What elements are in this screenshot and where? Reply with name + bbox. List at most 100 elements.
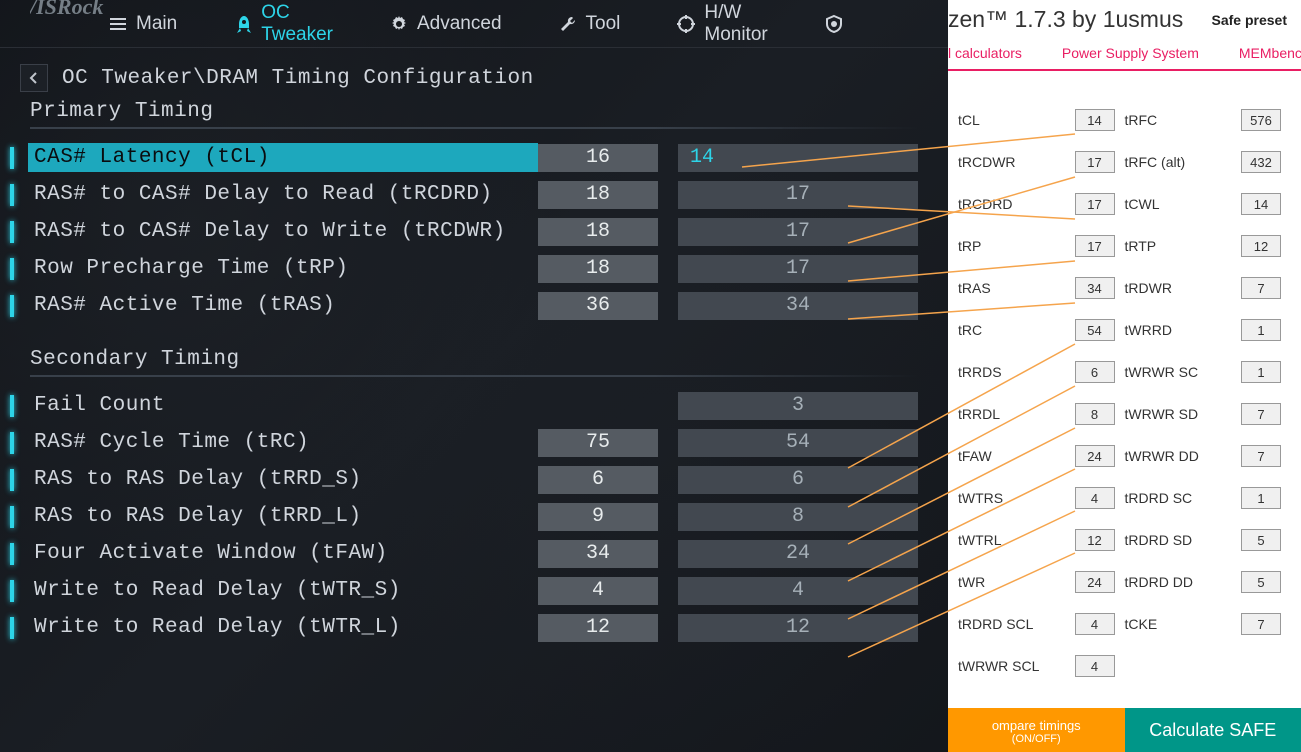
calc-row: tWRWR SCL 4	[958, 645, 1291, 687]
row-marker	[10, 395, 14, 417]
calc-param-value[interactable]: 7	[1241, 445, 1281, 467]
timing-new-value[interactable]: 34	[678, 292, 918, 320]
back-button[interactable]	[20, 64, 48, 92]
calc-cell: tRDRD SCL 4	[958, 613, 1125, 635]
calc-param-label: tWTRS	[958, 490, 1003, 506]
timing-label: Row Precharge Time (tRP)	[28, 254, 538, 283]
calc-param-value[interactable]: 7	[1241, 613, 1281, 635]
timing-new-value[interactable]: 4	[678, 577, 918, 605]
timing-new-value[interactable]: 12	[678, 614, 918, 642]
timing-old-value: 6	[538, 466, 658, 494]
calc-row: tRRDS 6 tWRWR SC 1	[958, 351, 1291, 393]
calc-param-value[interactable]: 24	[1075, 571, 1115, 593]
calc-row: tRDRD SCL 4 tCKE 7	[958, 603, 1291, 645]
calc-param-value[interactable]: 12	[1075, 529, 1115, 551]
button-sublabel: (ON/OFF)	[1012, 733, 1061, 746]
calc-param-value[interactable]: 17	[1075, 193, 1115, 215]
timing-new-value[interactable]: 6	[678, 466, 918, 494]
calc-param-value[interactable]: 4	[1075, 487, 1115, 509]
calc-param-value[interactable]: 34	[1075, 277, 1115, 299]
calc-param-label: tWRWR SD	[1125, 406, 1199, 422]
timing-row[interactable]: Four Activate Window (tFAW) 34 24	[0, 535, 948, 572]
timing-old-value: 12	[538, 614, 658, 642]
timing-row[interactable]: RAS# Active Time (tRAS) 36 34	[0, 287, 948, 324]
timing-row[interactable]: Write to Read Delay (tWTR_L) 12 12	[0, 609, 948, 646]
calc-param-value[interactable]: 54	[1075, 319, 1115, 341]
timing-row[interactable]: RAS# Cycle Time (tRC) 75 54	[0, 424, 948, 461]
row-marker	[10, 258, 14, 280]
timing-row[interactable]: RAS# to CAS# Delay to Read (tRCDRD) 18 1…	[0, 176, 948, 213]
calc-param-value[interactable]: 432	[1241, 151, 1281, 173]
row-marker	[10, 221, 14, 243]
calc-param-value[interactable]: 14	[1075, 109, 1115, 131]
calc-tab[interactable]: l calculators	[948, 45, 1022, 61]
calc-tab[interactable]: MEMbench	[1239, 45, 1301, 61]
timing-old-value: 18	[538, 181, 658, 209]
calc-param-value[interactable]: 7	[1241, 277, 1281, 299]
calc-param-value[interactable]: 1	[1241, 487, 1281, 509]
timing-new-value[interactable]: 17	[678, 181, 918, 209]
calc-param-label: tWRWR SC	[1125, 364, 1199, 380]
tab-advanced[interactable]: Advanced	[361, 0, 530, 48]
calc-tab[interactable]: Power Supply System	[1062, 45, 1199, 61]
calc-cell: tRDRD SD 5	[1125, 529, 1292, 551]
calc-cell: tRCDWR 17	[958, 151, 1125, 173]
calc-param-value[interactable]: 7	[1241, 403, 1281, 425]
timing-new-value[interactable]: 3	[678, 392, 918, 420]
timing-row[interactable]: RAS to RAS Delay (tRRD_L) 9 8	[0, 498, 948, 535]
timing-new-value[interactable]: 14	[678, 144, 918, 172]
timing-new-value[interactable]: 54	[678, 429, 918, 457]
timing-row[interactable]: RAS to RAS Delay (tRRD_S) 6 6	[0, 461, 948, 498]
calc-param-value[interactable]: 4	[1075, 655, 1115, 677]
calc-param-value[interactable]: 1	[1241, 319, 1281, 341]
calc-row: tRAS 34 tRDWR 7	[958, 267, 1291, 309]
tab-security[interactable]	[796, 0, 880, 48]
timing-old-value: 18	[538, 255, 658, 283]
calc-param-value[interactable]: 576	[1241, 109, 1281, 131]
timing-row[interactable]: Write to Read Delay (tWTR_S) 4 4	[0, 572, 948, 609]
tab-tool[interactable]: Tool	[530, 0, 649, 48]
calc-param-value[interactable]: 8	[1075, 403, 1115, 425]
button-label: Calculate SAFE	[1149, 720, 1276, 741]
timing-row[interactable]: RAS# to CAS# Delay to Write (tRCDWR) 18 …	[0, 213, 948, 250]
calc-param-value[interactable]: 1	[1241, 361, 1281, 383]
calc-cell: tRFC 576	[1125, 109, 1292, 131]
calc-param-value[interactable]: 12	[1241, 235, 1281, 257]
timing-new-value[interactable]: 24	[678, 540, 918, 568]
calc-param-value[interactable]: 5	[1241, 529, 1281, 551]
rocket-icon	[233, 14, 253, 34]
timing-new-value[interactable]: 17	[678, 218, 918, 246]
timing-new-value[interactable]: 8	[678, 503, 918, 531]
timing-row[interactable]: Fail Count 3	[0, 387, 948, 424]
compare-timings-button[interactable]: ompare timings (ON/OFF)	[948, 708, 1125, 752]
calc-param-value[interactable]: 24	[1075, 445, 1115, 467]
calc-param-value[interactable]: 6	[1075, 361, 1115, 383]
row-marker	[10, 184, 14, 206]
timing-label: Fail Count	[28, 391, 538, 420]
calculate-safe-button[interactable]: Calculate SAFE	[1125, 708, 1301, 752]
calc-param-value[interactable]: 4	[1075, 613, 1115, 635]
calc-row: tCL 14 tRFC 576	[958, 99, 1291, 141]
timing-old-value: 16	[538, 144, 658, 172]
calc-param-value[interactable]: 17	[1075, 235, 1115, 257]
secondary-timing-title: Secondary Timing	[0, 344, 948, 373]
calculator-grid: tCL 14 tRFC 576 tRCDWR 17 tRFC (alt) 432…	[948, 71, 1301, 687]
timing-new-value[interactable]: 17	[678, 255, 918, 283]
calc-param-value[interactable]: 17	[1075, 151, 1115, 173]
tab-h-w-monitor[interactable]: H/W Monitor	[648, 0, 795, 48]
timing-old-value: 36	[538, 292, 658, 320]
calculator-title-row: zen™ 1.7.3 by 1usmus Safe preset	[948, 0, 1301, 37]
calc-param-value[interactable]: 14	[1241, 193, 1281, 215]
timing-row[interactable]: CAS# Latency (tCL) 16 14	[0, 139, 948, 176]
calc-param-label: tCKE	[1125, 616, 1158, 632]
timing-row[interactable]: Row Precharge Time (tRP) 18 17	[0, 250, 948, 287]
tab-oc-tweaker[interactable]: OC Tweaker	[205, 0, 361, 48]
svg-text:/ISRock: /ISRock	[30, 0, 103, 19]
row-marker	[10, 432, 14, 454]
top-tabs: MainOC TweakerAdvancedToolH/W Monitor	[0, 0, 948, 48]
calc-cell: tWRWR SD 7	[1125, 403, 1292, 425]
timing-label: Write to Read Delay (tWTR_L)	[28, 613, 538, 642]
calc-param-label: tRDRD SC	[1125, 490, 1193, 506]
calc-param-value[interactable]: 5	[1241, 571, 1281, 593]
calc-param-label: tRDRD DD	[1125, 574, 1193, 590]
